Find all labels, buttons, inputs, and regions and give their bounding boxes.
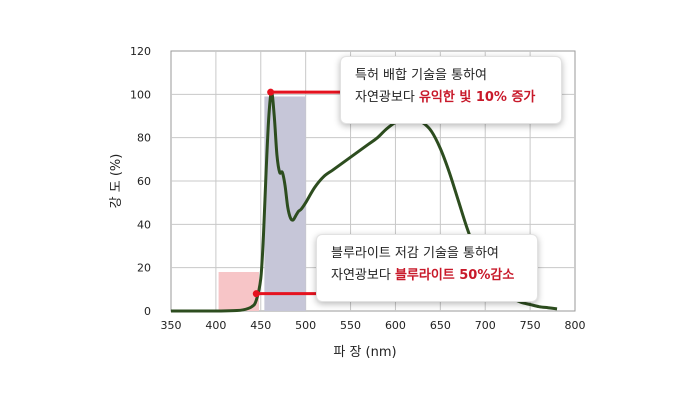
- callout-reduction-line2: 자연광보다 블루라이트 50%감소: [331, 265, 523, 287]
- tick-layer: 350 400 450 500 550 600 650 700 750 800 0 20 40 60 80 1…: [130, 45, 586, 332]
- x-tick-label: 750: [520, 319, 541, 332]
- x-tick-label: 450: [250, 319, 271, 332]
- x-tick-label: 500: [295, 319, 316, 332]
- y-tick-label: 40: [137, 218, 151, 231]
- y-tick-label: 100: [130, 88, 151, 101]
- x-tick-label: 350: [161, 319, 182, 332]
- callout-reduction: 블루라이트 저감 기술을 통하여 자연광보다 블루라이트 50%감소: [316, 234, 538, 302]
- callout-reduction-line1: 블루라이트 저감 기술을 통하여: [331, 246, 499, 261]
- callout-increase-prefix: 자연광보다: [355, 90, 419, 105]
- callout-reduction-prefix: 자연광보다: [331, 268, 395, 283]
- low-marker-dot: [252, 290, 260, 298]
- callout-reduction-highlight: 블루라이트 50%감소: [394, 268, 515, 283]
- y-tick-label: 120: [130, 45, 151, 58]
- peak-band: [264, 96, 306, 311]
- y-axis-label: 강 도 (%): [109, 154, 124, 209]
- callout-increase-highlight: 유익한 빛 10% 증가: [418, 90, 536, 105]
- callout-increase: 특허 배합 기술을 통하여 자연광보다 유익한 빛 10% 증가: [340, 56, 562, 124]
- y-tick-label: 80: [137, 132, 151, 145]
- x-tick-label: 700: [475, 319, 496, 332]
- x-tick-label: 550: [340, 319, 361, 332]
- x-tick-label: 600: [385, 319, 406, 332]
- y-tick-label: 0: [144, 305, 151, 318]
- callout-increase-line1: 특허 배합 기술을 통하여: [355, 68, 487, 83]
- callout-increase-line2: 자연광보다 유익한 빛 10% 증가: [355, 87, 547, 109]
- x-tick-label: 400: [205, 319, 226, 332]
- x-axis-label: 파 장 (nm): [333, 345, 396, 360]
- band-layer: [218, 96, 306, 311]
- peak-marker-dot: [267, 88, 275, 96]
- y-tick-label: 60: [137, 175, 151, 188]
- x-tick-label: 800: [565, 319, 586, 332]
- y-tick-label: 20: [137, 262, 151, 275]
- x-tick-label: 650: [430, 319, 451, 332]
